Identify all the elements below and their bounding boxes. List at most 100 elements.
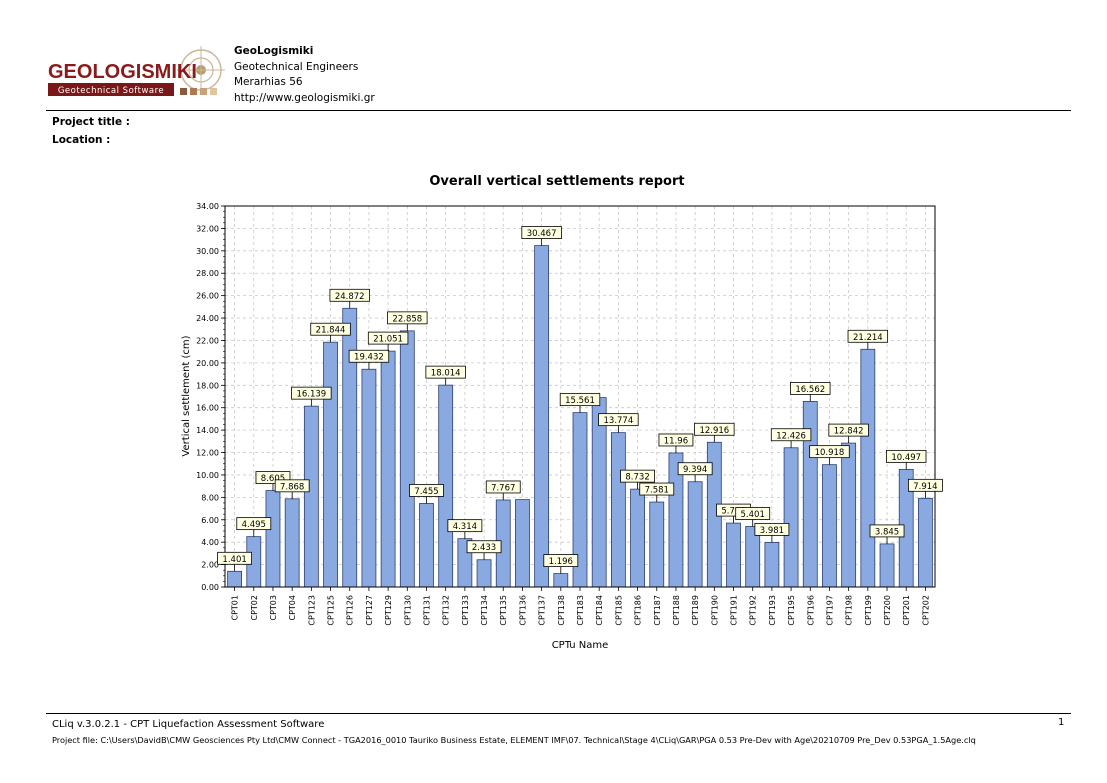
data-label: 1.196 [549,557,573,567]
bar-cpt191 [726,522,741,588]
x-tick-label: CPT183 [576,595,585,626]
bar-cpt136 [515,499,530,588]
data-label-box [620,469,655,483]
y-tick-label: 10.00 [196,471,219,480]
x-tick-label: CPT201 [902,595,911,626]
bar-cpt199 [860,348,876,588]
bar-cpt04 [284,498,300,588]
data-label-box [447,519,483,533]
data-label: 18.014 [431,369,461,379]
bar-cpt130 [399,330,415,588]
y-tick-label: 4.00 [201,538,219,547]
x-tick-label: CPT01 [231,595,240,620]
bar-cpt186 [630,488,645,588]
x-tick-label: CPT202 [921,595,930,626]
bar-cpt01 [227,570,242,588]
bar-cpt200 [879,543,895,588]
x-tick-label: CPT189 [691,595,700,626]
data-label: 16.139 [296,390,326,400]
data-label: 1.401 [222,555,246,565]
data-label: 5.401 [741,510,765,520]
data-label: 12.916 [699,426,729,436]
x-tick-label: CPT184 [595,595,604,626]
bar-cpt187 [649,501,665,588]
x-tick-label: CPT133 [461,595,470,626]
y-tick-label: 24.00 [196,314,219,323]
data-label: 21.844 [316,326,346,336]
data-label: 12.426 [776,431,806,441]
y-axis-title: Vertical settlement (cm) [181,335,192,456]
x-tick-label: CPT198 [845,595,854,626]
y-tick-label: 20.00 [196,359,219,368]
x-tick-label: CPT197 [825,595,834,626]
location-label: Location : [52,134,111,146]
x-tick-label: CPT130 [403,595,412,626]
bar-cpt137 [534,245,550,588]
data-label-box [754,522,790,536]
data-label: 19.432 [354,353,384,363]
data-label: 7.455 [414,487,438,497]
data-label: 3.981 [760,526,784,536]
company-url[interactable]: http://www.geologismiki.gr [234,91,375,104]
bar-cpt195 [783,447,799,588]
x-tick-label: CPT188 [672,595,681,626]
x-tick-label: CPT191 [730,595,739,626]
bar-cpt123 [303,405,319,588]
y-tick-label: 16.00 [196,404,219,413]
data-label-box [770,428,812,442]
project-file-path: Project file: C:\Users\DavidB\CMW Geosci… [52,735,976,745]
x-tick-label: CPT131 [422,595,431,626]
data-label-box [735,507,771,520]
data-label-box [236,517,272,531]
logo-tagline-band [48,83,174,96]
data-label-box [809,445,850,459]
data-label-box [409,484,444,497]
chart-title: Overall vertical settlements report [429,174,684,189]
y-tick-label: 12.00 [196,449,219,458]
data-label: 8.732 [625,473,649,483]
data-label-box [217,551,252,565]
y-tick-label: 18.00 [196,381,219,390]
data-label: 16.562 [795,385,825,395]
x-tick-label: CPT192 [749,595,758,626]
data-label: 11.96 [664,436,688,446]
company-subtitle: Geotechnical Engineers [234,60,359,73]
x-axis-title: CPTu Name [552,640,609,651]
bar-cpt198 [841,442,857,588]
x-tick-label: CPT187 [653,595,662,626]
data-label-box [329,288,370,302]
x-tick-label: CPT132 [442,595,451,626]
data-label: 21.214 [853,333,883,343]
data-label-box [521,226,562,239]
data-label-box [694,422,735,436]
x-tick-label: CPT136 [518,595,527,626]
data-label-box [598,413,639,427]
bar-cpt138 [553,573,569,588]
data-label: 7.767 [491,483,515,493]
y-tick-label: 22.00 [196,336,219,345]
header-divider [46,110,1071,111]
x-tick-label: CPT200 [883,595,892,626]
data-label-box [847,329,889,343]
data-label: 15.561 [565,396,595,406]
bar-cpt185 [610,432,626,588]
data-label: 7.868 [280,482,304,492]
logo-wordmark: GEOLOGISMIKI [48,61,197,83]
y-tick-label: 2.00 [201,561,219,570]
data-label-box [869,524,905,538]
axis-layer: 0.00 2.00 4.00 6.00 8.00 10.00 12.00 14.00 16.00… [196,202,936,626]
x-tick-label: CPT190 [710,595,719,626]
x-tick-label: CPT185 [614,595,623,626]
y-tick-label: 32.00 [196,224,219,233]
bar-cpt127 [361,368,377,588]
footer-divider [46,713,1071,714]
x-tick-label: CPT02 [250,595,259,620]
x-tick-label: CPT129 [384,595,393,626]
software-version: CLiq v.3.0.2.1 - CPT Liquefaction Assess… [52,719,325,730]
data-label-box [658,433,694,447]
data-label-box [828,423,869,437]
x-tick-label: CPT134 [480,595,489,626]
data-label: 10.497 [891,453,921,463]
x-tick-label: CPT125 [327,595,336,626]
data-label-box [367,331,409,345]
